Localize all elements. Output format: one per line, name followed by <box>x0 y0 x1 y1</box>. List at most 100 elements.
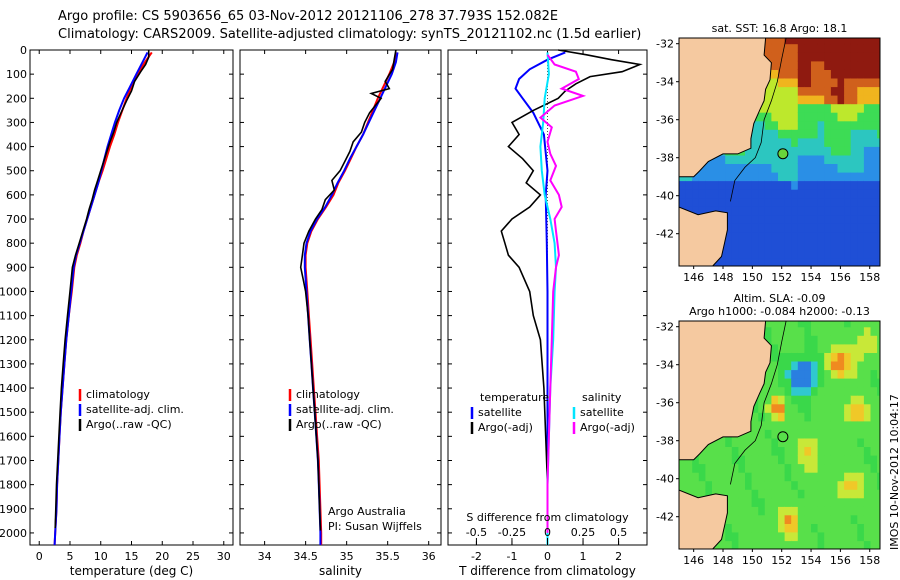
map-cell <box>751 137 759 147</box>
map-cell <box>877 231 880 241</box>
lat-tick-label: -34 <box>656 76 674 89</box>
map-cell <box>830 472 839 482</box>
map-cell <box>837 171 845 182</box>
map-cell <box>870 163 878 173</box>
map-cell <box>850 489 858 499</box>
depth-tick-label: 500 <box>6 165 27 178</box>
map-cell <box>824 352 832 362</box>
depth-tick-label: 1800 <box>0 479 27 492</box>
map-cell <box>857 321 865 328</box>
map-cell <box>863 240 872 250</box>
map-cell <box>705 197 713 207</box>
map-cell <box>784 171 792 182</box>
map-cell <box>764 523 772 533</box>
map-cell <box>738 480 746 490</box>
map-cell <box>877 378 880 388</box>
map-cell <box>797 497 805 507</box>
map-cell <box>870 248 878 259</box>
map-cell <box>771 420 779 430</box>
map-cell <box>791 38 799 45</box>
map-cell <box>778 429 786 439</box>
map-cell <box>738 463 746 473</box>
sla_map-panel: 146 148 150 152 154 156 158 -32 -34 -36 -38 -40 -42 A… <box>656 292 881 567</box>
map-cell <box>764 137 772 147</box>
map-cell <box>870 95 878 105</box>
series-line-temperature-satellite <box>514 51 566 545</box>
map-cell <box>751 480 759 490</box>
map-cell <box>844 43 852 53</box>
map-cell <box>712 163 720 173</box>
map-cell <box>731 171 739 182</box>
map-cell <box>718 454 726 465</box>
map-cell <box>804 43 812 53</box>
map-cell <box>797 77 805 88</box>
map-cell <box>837 437 845 447</box>
map-cell <box>844 154 852 164</box>
map-cell <box>784 429 792 439</box>
map-cell <box>718 540 726 549</box>
map-cell <box>745 189 753 199</box>
map-cell <box>725 248 733 259</box>
map-cell <box>837 163 845 173</box>
figure-title-line2: Climatology: CARS2009. Satellite-adjuste… <box>58 27 642 42</box>
map-cell <box>791 257 799 266</box>
map-cell <box>712 197 720 207</box>
map-cell <box>850 472 858 482</box>
map-cell <box>811 378 819 388</box>
map-cell <box>758 480 766 490</box>
map-cell <box>857 129 865 139</box>
map-cell <box>877 137 880 147</box>
map-cell <box>784 257 792 266</box>
map-cell <box>758 103 766 113</box>
map-cell <box>857 360 865 371</box>
map-cell <box>824 38 832 45</box>
map-cell <box>804 231 812 241</box>
s-tick-label: 0.5 <box>610 526 628 539</box>
map-cell <box>863 146 872 156</box>
map-cell <box>837 412 845 422</box>
map-cell <box>771 120 779 130</box>
map-cell <box>811 197 819 207</box>
map-cell <box>844 497 852 507</box>
map-cell <box>857 171 865 182</box>
map-cell <box>804 446 812 456</box>
map-cell <box>817 489 825 499</box>
map-cell <box>830 129 839 139</box>
map-cell <box>850 77 858 88</box>
map-cell <box>817 86 825 96</box>
depth-tick-label: 1600 <box>0 430 27 443</box>
map-cell <box>837 137 845 147</box>
map-cell <box>698 189 706 199</box>
map-cell <box>817 429 825 439</box>
map-cell <box>877 77 880 88</box>
map-cell <box>791 343 799 353</box>
map-cell <box>771 240 779 250</box>
map-cell <box>764 197 772 207</box>
map-cell <box>712 463 720 473</box>
map-cell <box>850 514 858 524</box>
legend-entry: satellite-adj. clim. <box>296 403 394 416</box>
map-cell <box>850 154 858 164</box>
map-cell <box>791 137 799 147</box>
map-cell <box>804 189 812 199</box>
map-cell <box>830 343 839 353</box>
map-cell <box>837 395 845 405</box>
map-cell <box>830 206 839 216</box>
map-cell <box>863 321 872 328</box>
map-cell <box>738 154 746 164</box>
mainland-shape <box>679 321 772 461</box>
map-cell <box>830 146 839 156</box>
imos-stamp: IMOS 10-Nov-2012 10:04:17 <box>888 394 900 550</box>
map-cell <box>771 480 779 490</box>
map-cell <box>870 214 878 224</box>
map-cell <box>698 472 706 482</box>
map-cell <box>824 103 832 113</box>
map-cell <box>857 180 865 190</box>
map-cell <box>698 206 706 216</box>
legend-entry: satellite <box>478 406 522 419</box>
map-cell <box>718 480 726 490</box>
map-cell <box>844 77 852 88</box>
map-cell <box>784 514 792 524</box>
map-cell <box>811 248 819 259</box>
map-cell <box>817 52 825 62</box>
